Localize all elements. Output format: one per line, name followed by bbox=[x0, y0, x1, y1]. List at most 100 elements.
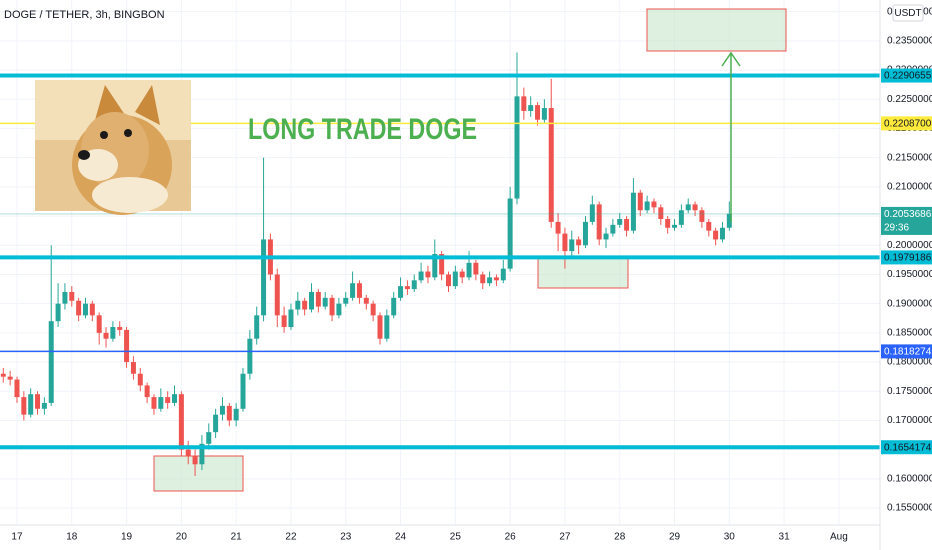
level-label: 0.1654174 bbox=[884, 442, 932, 453]
candle-body bbox=[192, 455, 198, 465]
axis-background bbox=[880, 0, 932, 550]
candle-body bbox=[596, 204, 602, 240]
candle-body bbox=[247, 338, 253, 374]
candle-body bbox=[576, 239, 582, 246]
candle-body bbox=[76, 300, 82, 316]
candle-body bbox=[377, 315, 383, 339]
x-tick-label: 22 bbox=[285, 532, 297, 543]
candle-body bbox=[658, 207, 664, 219]
x-tick-label: Aug bbox=[830, 532, 848, 543]
candle-body bbox=[445, 274, 451, 287]
candle-body bbox=[0, 373, 6, 377]
y-tick-label: 0.1850000 bbox=[887, 328, 932, 339]
candle-body bbox=[185, 449, 191, 456]
y-tick-label: 0.2250000 bbox=[887, 94, 932, 105]
candle-body bbox=[432, 254, 438, 278]
candle-body bbox=[582, 221, 588, 246]
chart-title: DOGE / TETHER, 3h, BINGBON bbox=[4, 9, 165, 21]
candle-body bbox=[452, 271, 458, 287]
y-tick-label: 0.2000000 bbox=[887, 240, 932, 251]
candle-body bbox=[309, 291, 315, 310]
candle-body bbox=[541, 108, 547, 120]
y-tick-label: 0.1550000 bbox=[887, 503, 932, 514]
candle-body bbox=[719, 227, 725, 240]
candle-body bbox=[199, 443, 205, 465]
candle-body bbox=[48, 321, 54, 403]
x-tick-label: 31 bbox=[779, 532, 791, 543]
candle-body bbox=[165, 397, 171, 403]
y-tick-label: 0.2350000 bbox=[887, 36, 932, 47]
y-tick-label: 0.1600000 bbox=[887, 474, 932, 485]
candle-body bbox=[41, 402, 47, 409]
level-label-box bbox=[881, 116, 932, 131]
candle-body bbox=[569, 239, 575, 252]
candle-body bbox=[356, 283, 362, 298]
candle-body bbox=[706, 221, 712, 231]
candle-body bbox=[124, 329, 130, 363]
x-tick-label: 24 bbox=[395, 532, 407, 543]
candle-body bbox=[213, 414, 219, 433]
x-tick-label: 21 bbox=[231, 532, 243, 543]
plot bbox=[0, 52, 732, 476]
candle-body bbox=[398, 286, 404, 298]
candle-body bbox=[7, 376, 13, 380]
last-price-box bbox=[881, 206, 932, 235]
y-tick-label: 0.1750000 bbox=[887, 386, 932, 397]
candle-body bbox=[226, 405, 232, 421]
x-tick-label: 30 bbox=[724, 532, 736, 543]
candle-body bbox=[528, 105, 534, 111]
candle-body bbox=[439, 254, 445, 275]
candle-body bbox=[418, 271, 424, 281]
candle-body bbox=[329, 297, 335, 316]
candle-body bbox=[726, 213, 732, 228]
y-tick-label: 0.1900000 bbox=[887, 298, 932, 309]
candle-body bbox=[713, 230, 719, 240]
support-box bbox=[153, 455, 244, 492]
candle-body bbox=[637, 192, 643, 211]
candle-body bbox=[254, 315, 260, 339]
y-tick-label: 0.1800000 bbox=[887, 357, 932, 368]
candle-body bbox=[55, 303, 61, 322]
candle-body bbox=[535, 105, 541, 120]
candle-body bbox=[233, 408, 239, 421]
candle-body bbox=[699, 210, 705, 222]
x-tick-label: 28 bbox=[614, 532, 626, 543]
countdown: 29:36 bbox=[884, 223, 909, 234]
levels bbox=[0, 73, 880, 450]
support-box bbox=[537, 257, 629, 289]
candle-body bbox=[630, 192, 636, 231]
candle-body bbox=[322, 297, 328, 307]
candle-body bbox=[117, 327, 123, 330]
level-label-box bbox=[881, 344, 932, 359]
candle-body bbox=[665, 218, 671, 228]
candle-body bbox=[466, 262, 472, 278]
candle-body bbox=[178, 394, 184, 450]
candle-body bbox=[678, 210, 684, 225]
candle-body bbox=[617, 218, 623, 225]
candle-body bbox=[110, 327, 116, 339]
candle-body bbox=[206, 432, 212, 444]
candle-body bbox=[69, 291, 75, 301]
candle-body bbox=[89, 303, 95, 316]
candle-body bbox=[507, 198, 513, 269]
candle-body bbox=[384, 315, 390, 339]
level-label-box bbox=[881, 250, 932, 265]
candle-body bbox=[14, 379, 20, 398]
x-tick-label: 20 bbox=[176, 532, 188, 543]
candle-body bbox=[363, 297, 369, 304]
candle-body bbox=[459, 271, 465, 278]
candle-body bbox=[603, 233, 609, 240]
candle-body bbox=[82, 303, 88, 316]
level-label: 0.2290655 bbox=[884, 71, 932, 82]
candle-body bbox=[391, 297, 397, 316]
x-tick-label: 23 bbox=[340, 532, 352, 543]
doge-image bbox=[35, 80, 191, 215]
x-tick-label: 19 bbox=[121, 532, 133, 543]
candle-body bbox=[589, 204, 595, 222]
candle-body bbox=[548, 108, 554, 222]
candle-body bbox=[610, 224, 616, 234]
level-label: 0.2208700 bbox=[884, 119, 932, 130]
candle-body bbox=[158, 397, 164, 409]
candle-body bbox=[281, 315, 287, 328]
